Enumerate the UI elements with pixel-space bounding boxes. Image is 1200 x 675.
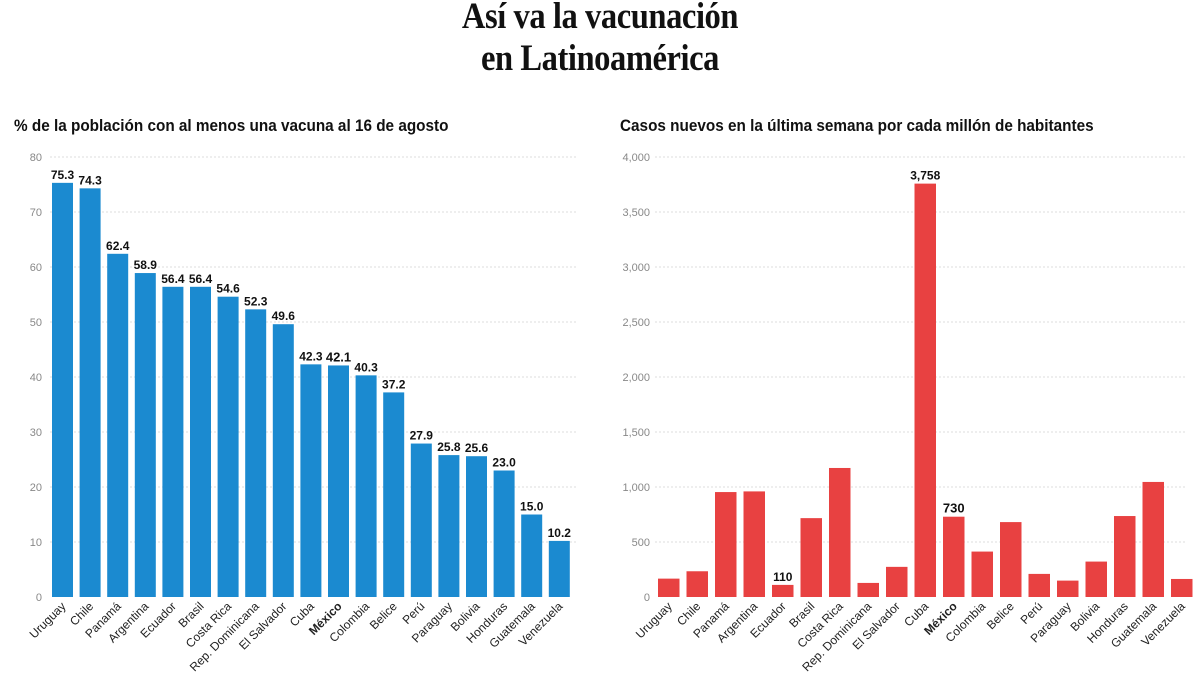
bar bbox=[1142, 481, 1164, 597]
data-label: 58.9 bbox=[134, 258, 158, 272]
bar bbox=[743, 491, 765, 597]
bar bbox=[355, 375, 377, 597]
bar bbox=[245, 309, 267, 597]
bar bbox=[162, 286, 184, 597]
y-tick-label: 70 bbox=[30, 207, 42, 219]
left-chart-title: % de la población con al menos una vacun… bbox=[14, 116, 449, 135]
data-label: 27.9 bbox=[410, 429, 434, 443]
main-title: Así va la vacunación en Latinoamérica bbox=[72, 0, 1128, 80]
bar bbox=[1171, 578, 1193, 597]
bar bbox=[1114, 516, 1136, 597]
bar bbox=[383, 392, 405, 597]
bar bbox=[658, 578, 680, 597]
data-label: 25.6 bbox=[465, 441, 489, 455]
data-label: 42.3 bbox=[299, 349, 323, 363]
bar bbox=[1028, 573, 1050, 597]
data-label: 730 bbox=[943, 501, 965, 516]
bar bbox=[1085, 561, 1107, 597]
y-tick-label: 1,000 bbox=[622, 482, 650, 494]
bar bbox=[217, 296, 239, 597]
y-tick-label: 1,500 bbox=[622, 427, 650, 439]
bar bbox=[328, 365, 349, 597]
bar bbox=[79, 188, 101, 597]
y-tick-label: 500 bbox=[632, 537, 650, 549]
bar bbox=[272, 324, 294, 597]
y-tick-label: 10 bbox=[30, 537, 42, 549]
y-tick-label: 2,000 bbox=[622, 372, 650, 384]
data-label: 49.6 bbox=[272, 309, 296, 323]
bar bbox=[1000, 522, 1022, 597]
y-tick-label: 60 bbox=[30, 262, 42, 274]
x-tick-label: Uruguay bbox=[27, 599, 69, 641]
bar bbox=[300, 364, 322, 597]
bar bbox=[943, 516, 965, 597]
data-label: 52.3 bbox=[244, 294, 268, 308]
bar bbox=[493, 470, 515, 597]
data-label: 75.3 bbox=[51, 168, 75, 182]
bar bbox=[886, 566, 908, 597]
data-label: 3,758 bbox=[910, 169, 940, 183]
bar bbox=[715, 492, 737, 597]
data-label: 42.1 bbox=[326, 349, 351, 364]
bar bbox=[800, 518, 822, 597]
data-label: 110 bbox=[773, 570, 793, 584]
data-label: 37.2 bbox=[382, 377, 406, 391]
bar bbox=[857, 582, 879, 597]
data-label: 25.8 bbox=[437, 440, 461, 454]
bar bbox=[438, 455, 460, 597]
data-label: 74.3 bbox=[78, 173, 102, 187]
y-tick-label: 3,500 bbox=[622, 207, 650, 219]
bar bbox=[466, 456, 487, 597]
x-tick-label: Uruguay bbox=[633, 599, 675, 641]
right-chart-title: Casos nuevos en la última semana por cad… bbox=[620, 116, 1094, 135]
y-tick-label: 0 bbox=[644, 592, 650, 604]
bar bbox=[971, 551, 993, 597]
bar bbox=[686, 571, 708, 597]
data-label: 54.6 bbox=[216, 282, 240, 296]
bar bbox=[107, 253, 129, 598]
y-tick-label: 4,000 bbox=[622, 152, 650, 164]
y-tick-label: 40 bbox=[30, 372, 42, 384]
y-tick-label: 2,500 bbox=[622, 317, 650, 329]
title-line-1: Así va la vacunación bbox=[461, 0, 739, 37]
x-tick-label: Belice bbox=[984, 599, 1017, 632]
data-label: 62.4 bbox=[106, 239, 130, 253]
data-label: 15.0 bbox=[520, 500, 544, 514]
x-tick-label: Belice bbox=[367, 599, 400, 632]
data-label: 23.0 bbox=[492, 456, 516, 470]
bar bbox=[521, 514, 543, 597]
y-tick-label: 20 bbox=[30, 482, 42, 494]
bar bbox=[914, 183, 936, 597]
bar bbox=[1057, 580, 1079, 597]
data-label: 56.4 bbox=[189, 272, 213, 286]
data-label: 40.3 bbox=[354, 360, 378, 374]
data-label: 10.2 bbox=[548, 526, 572, 540]
bar bbox=[52, 182, 73, 597]
bar bbox=[190, 286, 211, 597]
title-line-2: en Latinoamérica bbox=[480, 38, 720, 79]
y-tick-label: 50 bbox=[30, 317, 42, 329]
bar bbox=[772, 584, 794, 597]
y-tick-label: 3,000 bbox=[622, 262, 650, 274]
bar bbox=[410, 443, 432, 597]
bar bbox=[829, 467, 851, 597]
data-label: 56.4 bbox=[161, 272, 185, 286]
bar bbox=[134, 273, 156, 597]
y-tick-label: 80 bbox=[30, 152, 42, 164]
y-tick-label: 30 bbox=[30, 427, 42, 439]
y-tick-label: 0 bbox=[36, 592, 42, 604]
bar bbox=[548, 540, 570, 597]
